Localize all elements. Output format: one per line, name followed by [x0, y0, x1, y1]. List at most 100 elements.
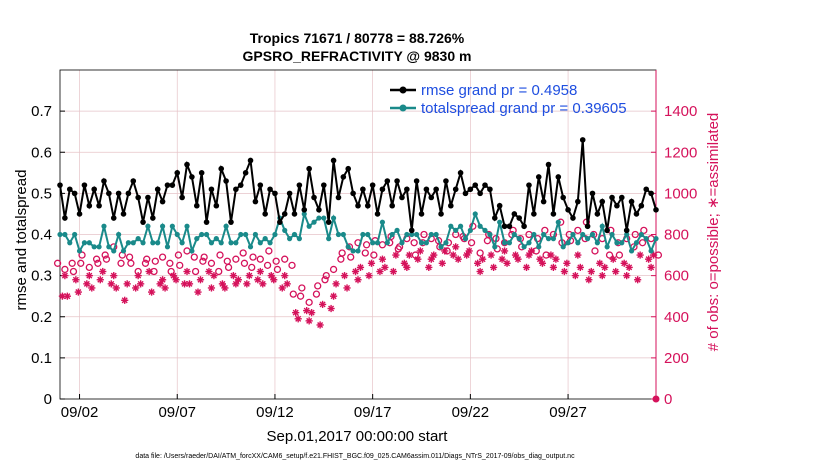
obs-possible-point — [248, 263, 256, 272]
obs-possible-point — [411, 251, 420, 259]
totalspread-point — [560, 244, 566, 250]
obs-possible-point — [77, 259, 85, 267]
rmse-point — [633, 211, 640, 217]
totalspread-point — [594, 240, 600, 246]
obs-possible-point — [305, 298, 313, 307]
rmse-point — [174, 170, 181, 176]
rmse-point — [535, 174, 542, 180]
right-tick-label: 0 — [664, 391, 672, 408]
totalspread-point — [599, 223, 605, 229]
rmse-point — [325, 219, 332, 225]
rmse-point — [418, 211, 425, 217]
totalspread-point — [575, 240, 581, 246]
totalspread-series — [57, 210, 659, 255]
obs-possible-point — [68, 259, 76, 267]
obs-assimilated-point — [376, 267, 384, 276]
legend-spread-label: totalspread grand pr = 0.39605 — [421, 100, 627, 117]
totalspread-point — [550, 236, 557, 242]
totalspread-point — [379, 219, 386, 225]
legend-rmse-marker — [399, 86, 407, 94]
totalspread-point — [213, 236, 219, 242]
obs-assimilated-point — [425, 263, 433, 271]
totalspread-point — [272, 231, 278, 238]
totalspread-point — [506, 240, 513, 246]
obs-assimilated-point — [587, 267, 595, 276]
totalspread-point — [150, 240, 156, 246]
obs-assimilated-point — [650, 251, 658, 259]
rmse-point — [252, 198, 259, 205]
obs-assimilated-point — [414, 255, 422, 263]
rmse-point — [125, 190, 132, 197]
rmse-point — [184, 161, 190, 168]
obs-possible-point — [239, 249, 247, 257]
x-tick-label: 09/02 — [61, 404, 99, 421]
rmse-point — [86, 202, 93, 209]
rmse-point — [589, 190, 596, 197]
obs-assimilated-point — [514, 255, 522, 263]
obs-assimilated-point — [498, 255, 506, 263]
obs-possible-point — [143, 255, 151, 263]
obs-possible-point — [322, 271, 330, 280]
obs-assimilated-point — [340, 272, 349, 280]
rmse-point — [545, 161, 552, 168]
totalspread-point — [130, 240, 136, 246]
rmse-point — [511, 211, 518, 217]
legend-rmse-label: rmse grand pr = 0.4958 — [421, 82, 577, 99]
obs-possible-point — [249, 253, 257, 261]
right-tick-label: 600 — [664, 268, 689, 285]
totalspread-point — [457, 223, 464, 229]
obs-assimilated-point — [292, 309, 300, 317]
rmse-point — [389, 202, 395, 209]
totalspread-point — [233, 240, 239, 246]
obs-assimilated-point — [61, 272, 69, 280]
obs-assimilated-point — [205, 267, 213, 276]
rmse-point — [91, 186, 97, 193]
rmse-point — [604, 227, 610, 234]
obs-possible-point — [174, 251, 183, 259]
totalspread-point — [81, 240, 88, 246]
obs-assimilated-point — [121, 296, 129, 304]
totalspread-point — [589, 231, 596, 238]
rmse-point — [164, 182, 171, 188]
rmse-point — [501, 223, 508, 230]
rmse-point — [257, 182, 264, 188]
obs-assimilated-point — [343, 284, 351, 292]
totalspread-point — [203, 231, 210, 238]
totalspread-point — [125, 240, 131, 246]
obs-possible-point — [69, 267, 78, 276]
rmse-point — [247, 157, 254, 164]
totalspread-point — [228, 240, 234, 246]
obs-possible-point — [102, 255, 111, 263]
obs-possible-point — [420, 230, 428, 239]
rmse-point — [491, 215, 498, 221]
obs-assimilated-point — [254, 276, 262, 284]
totalspread-point — [389, 231, 395, 238]
right-axis-ticks: 0 200 400 600 800 1000 1200 1400 — [651, 103, 697, 408]
data-file-note: data file: /Users/raeder/DAI/ATM_forcXX/… — [135, 453, 575, 460]
rmse-point — [457, 170, 464, 176]
totalspread-point — [262, 236, 268, 242]
rmse-point — [452, 186, 459, 193]
totalspread-point — [223, 223, 229, 229]
rmse-point — [311, 194, 317, 201]
obs-possible-point — [53, 259, 62, 267]
obs-assimilated-point — [245, 272, 253, 280]
obs-assimilated-point — [623, 272, 631, 280]
rmse-point — [360, 186, 366, 193]
obs-possible-point — [467, 239, 476, 247]
rmse-point — [81, 182, 88, 188]
obs-possible-point — [78, 251, 86, 259]
rmse-point — [653, 207, 659, 213]
obs-assimilated-point — [645, 255, 653, 263]
rmse-point — [516, 215, 523, 221]
y-axis-label: rmse and totalspread — [13, 170, 30, 311]
obs-assimilated-point — [259, 280, 267, 288]
obs-possible-point — [338, 249, 346, 257]
rmse-point — [526, 182, 532, 188]
totalspread-point — [101, 223, 107, 229]
obs-assimilated-point — [438, 259, 446, 267]
obs-assimilated-point — [229, 272, 237, 280]
obs-assimilated-point — [596, 259, 604, 267]
obs-assimilated-point — [487, 251, 495, 259]
rmse-point — [487, 186, 493, 193]
